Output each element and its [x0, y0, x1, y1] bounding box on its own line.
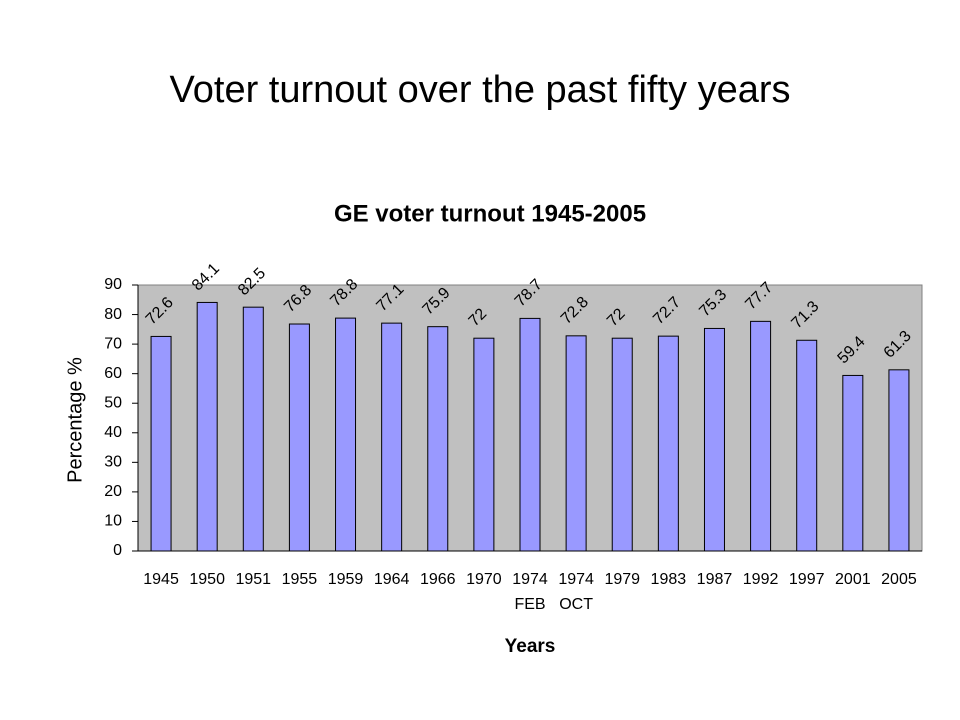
bar — [519, 317, 541, 552]
x-tick-sublabel: FEB — [514, 596, 545, 613]
y-tick-label: 40 — [104, 424, 122, 441]
y-tick-label: 20 — [104, 483, 122, 500]
bar — [750, 320, 772, 552]
x-tick-label: 1945 — [143, 571, 179, 588]
y-tick-label: 60 — [104, 365, 122, 382]
bar — [196, 301, 218, 552]
x-tick-label: 1951 — [235, 571, 271, 588]
bar — [335, 317, 357, 552]
bar — [703, 327, 725, 552]
slide-title: Voter turnout over the past fifty years — [170, 69, 791, 111]
y-tick-label: 80 — [104, 306, 122, 323]
x-tick-label: 1966 — [420, 571, 456, 588]
x-axis-title: Years — [505, 636, 556, 657]
y-tick-label: 70 — [104, 335, 122, 352]
x-tick-label: 1974 — [512, 571, 548, 588]
x-tick-label: 1987 — [697, 571, 733, 588]
x-tick-label: 1970 — [466, 571, 502, 588]
bar — [888, 369, 910, 552]
chart-title: GE voter turnout 1945-2005 — [334, 200, 646, 227]
x-tick-label: 1950 — [189, 571, 225, 588]
y-tick-label: 10 — [104, 513, 122, 530]
x-tick-sublabel: OCT — [559, 596, 593, 613]
y-tick-label: 50 — [104, 394, 122, 411]
y-axis-title: Percentage % — [64, 357, 86, 483]
bar — [381, 322, 403, 552]
bar — [473, 337, 495, 552]
x-tick-label: 1964 — [374, 571, 410, 588]
x-tick-label: 1983 — [651, 571, 687, 588]
bar — [565, 335, 587, 552]
bar — [288, 323, 310, 552]
bar — [242, 306, 264, 552]
x-tick-label: 2005 — [881, 571, 917, 588]
y-tick-label: 90 — [104, 276, 122, 293]
bar — [842, 374, 864, 552]
bar — [427, 326, 449, 552]
x-tick-label: 1992 — [743, 571, 779, 588]
x-tick-label: 1959 — [328, 571, 364, 588]
x-tick-label: 1955 — [282, 571, 318, 588]
x-tick-label: 1974 — [558, 571, 594, 588]
y-tick-label: 0 — [113, 542, 122, 559]
x-tick-label: 2001 — [835, 571, 871, 588]
x-tick-label: 1997 — [789, 571, 825, 588]
bar — [657, 335, 679, 552]
x-tick-label: 1979 — [604, 571, 640, 588]
bar — [611, 337, 633, 552]
y-tick-label: 30 — [104, 454, 122, 471]
bar — [150, 335, 172, 552]
bar — [796, 339, 818, 552]
